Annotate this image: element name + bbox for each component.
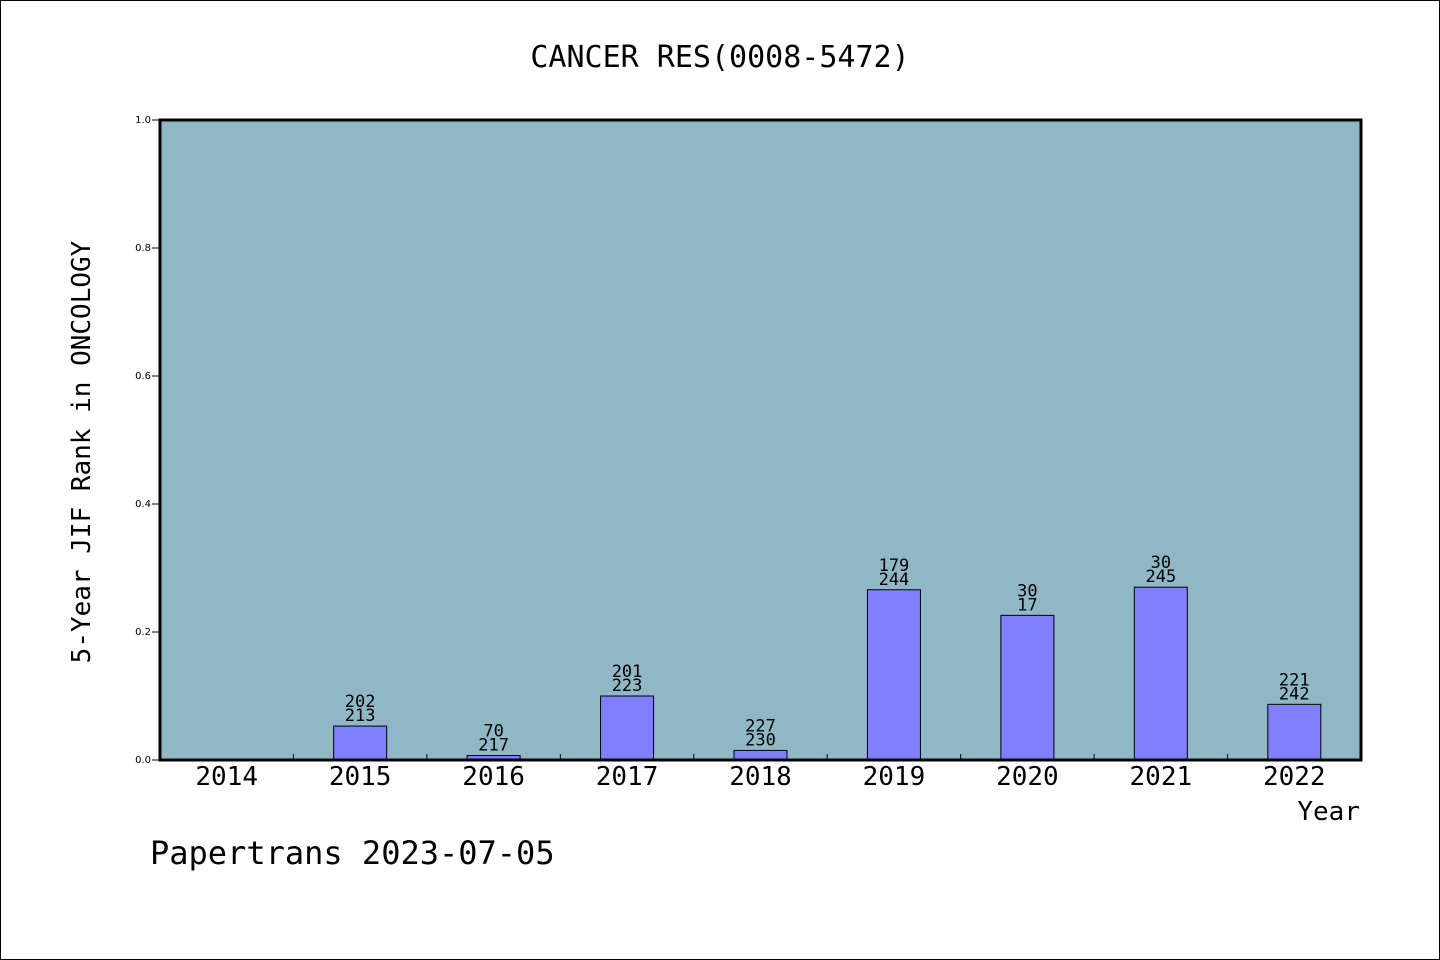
bar-2015 — [333, 725, 388, 761]
bar-label-top: 179 — [879, 556, 910, 576]
bar-label-bottom: 242 — [1279, 684, 1310, 704]
bar-label-top: 202 — [345, 692, 376, 712]
bar-2022 — [1267, 703, 1322, 761]
x-tick-label: 2021 — [1130, 762, 1193, 792]
bar-label-bottom: 230 — [745, 730, 776, 750]
bar-label-top: 30 — [1017, 581, 1037, 601]
y-tick-label: 1.0 — [135, 115, 151, 126]
y-axis-label: 5-Year JIF Rank in ONCOLOGY — [67, 240, 97, 663]
bar-label-bottom: 223 — [612, 676, 643, 696]
y-tick-label: 0.4 — [135, 499, 151, 510]
x-tick-label: 2022 — [1263, 762, 1326, 792]
bar-2021 — [1133, 586, 1188, 761]
x-tick-label: 2016 — [462, 762, 525, 792]
y-tick-label: 0.2 — [135, 627, 151, 638]
x-tick-label: 2019 — [863, 762, 926, 792]
y-tick-label: 0.8 — [135, 243, 151, 254]
watermark-text: Papertrans 2023-07-05 — [150, 834, 555, 872]
x-axis: 2014 2015 2016 2017 2018 2019 2020 2021 2022 — [195, 754, 1326, 792]
bar-label-top: 30 — [1151, 553, 1171, 573]
x-tick-label: 2014 — [195, 762, 258, 792]
chart-title: CANCER RES(0008-5472) — [530, 40, 909, 75]
x-tick-label: 2017 — [596, 762, 659, 792]
x-tick-label: 2020 — [996, 762, 1059, 792]
bar-2019 — [866, 589, 921, 761]
bar-2017 — [600, 695, 655, 761]
plot-border — [158, 118, 1363, 762]
bar-label-bottom: 245 — [1145, 567, 1176, 587]
bar-label-top: 70 — [483, 722, 503, 742]
y-axis: 0.0 0.2 0.4 0.6 0.8 1.0 — [135, 115, 160, 766]
bar-label-bottom: 217 — [478, 736, 509, 756]
bar-label-bottom: 17 — [1017, 595, 1037, 615]
bar-2020 — [1000, 614, 1055, 761]
bar-label-top: 201 — [612, 662, 643, 682]
y-tick-label: 0.0 — [135, 755, 151, 766]
x-tick-label: 2018 — [729, 762, 792, 792]
y-tick-label: 0.6 — [135, 371, 151, 382]
x-tick-label: 2015 — [329, 762, 392, 792]
bar-label-top: 227 — [745, 716, 776, 736]
bars-group — [333, 586, 1322, 761]
x-axis-label: Year — [1297, 797, 1360, 827]
bar-labels-group: 2022137021720122322723017924430173024522… — [345, 553, 1310, 755]
bar-label-bottom: 213 — [345, 706, 376, 726]
bar-label-bottom: 244 — [879, 570, 910, 590]
bar-label-top: 221 — [1279, 670, 1310, 690]
